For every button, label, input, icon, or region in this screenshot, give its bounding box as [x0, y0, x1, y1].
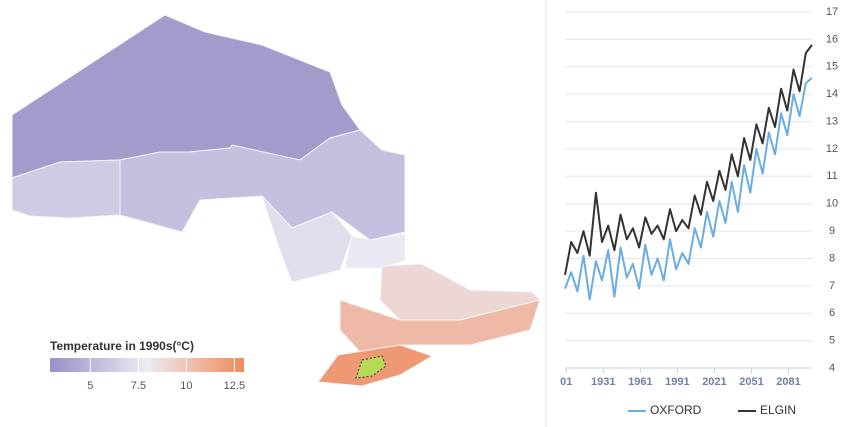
- y-tick-label: 6: [829, 307, 835, 319]
- y-tick-label: 11: [826, 170, 837, 182]
- region: [261, 195, 353, 283]
- y-tick-label: 5: [829, 335, 835, 347]
- y-tick-label: 15: [826, 61, 838, 73]
- region: [339, 299, 541, 353]
- x-tick-label: 1991: [665, 376, 689, 388]
- color-scale: [50, 358, 244, 372]
- region: [119, 129, 406, 241]
- x-tick-label: 01: [560, 376, 572, 388]
- y-tick-label: 10: [826, 198, 838, 210]
- legend-tick-label: 12.5: [224, 380, 245, 392]
- y-tick-label: 9: [829, 225, 835, 237]
- region: [344, 233, 406, 269]
- legend-label: OXFORD: [650, 403, 702, 417]
- y-tick-label: 12: [826, 143, 838, 155]
- legend-label: ELGIN: [760, 403, 796, 417]
- series-line: [564, 76, 813, 301]
- series-line: [564, 44, 813, 276]
- map: [11, 14, 541, 387]
- highlighted-county[interactable]: [355, 355, 387, 379]
- y-tick-label: 13: [826, 115, 838, 127]
- legend-tick-label: 5: [87, 380, 93, 392]
- y-tick-label: 8: [829, 252, 835, 264]
- y-tick-label: 7: [829, 280, 835, 292]
- x-tick-label: 1931: [591, 376, 615, 388]
- legend-title: Temperature in 1990s(°C): [50, 339, 194, 353]
- x-tick-label: 1961: [628, 376, 652, 388]
- y-tick-label: 14: [826, 88, 838, 100]
- region: [11, 159, 121, 219]
- x-tick-label: 2081: [776, 376, 800, 388]
- legend-tick-label: 7.5: [131, 380, 146, 392]
- y-tick-label: 16: [826, 33, 838, 45]
- y-tick-label: 4: [829, 362, 835, 374]
- legend-tick-label: 10: [180, 380, 192, 392]
- y-tick-label: 17: [826, 6, 838, 18]
- x-tick-label: 2051: [739, 376, 763, 388]
- x-tick-label: 2021: [702, 376, 726, 388]
